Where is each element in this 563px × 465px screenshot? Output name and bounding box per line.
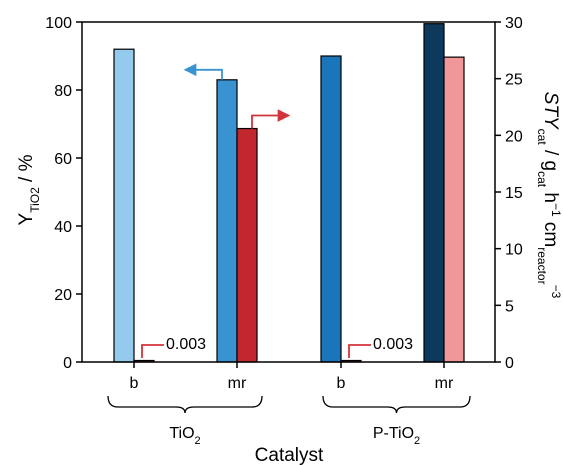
group-bracket-1 — [322, 395, 471, 414]
right-tick-label: 15 — [505, 185, 523, 202]
left-tick-label: 40 — [54, 219, 72, 236]
left-tick-label: 0 — [63, 355, 72, 372]
left-tick-label: 20 — [54, 287, 72, 304]
right-tick-label: 0 — [505, 355, 514, 372]
annotation-leader-0 — [141, 344, 164, 358]
bar-left-b-2 — [320, 55, 342, 363]
group-bracket-0 — [107, 395, 263, 414]
annotation-leader-1 — [348, 344, 371, 358]
left-tick-label: 100 — [45, 15, 72, 32]
y-axis-title-right: STYcat / gcat h−1 cmreactor−3 — [535, 92, 563, 299]
left-tick-label: 60 — [54, 151, 72, 168]
right-tick-label: 20 — [505, 128, 523, 145]
right-axis-indicator-arrow — [251, 109, 291, 129]
right-tick-label: 10 — [505, 242, 523, 259]
y-axis-title-left: YTiO2 / % — [16, 154, 42, 225]
left-tick-label: 80 — [54, 83, 72, 100]
annotation-label-0: 0.003 — [166, 336, 206, 353]
group-label-0: TiO2 — [169, 425, 200, 447]
bar-left-b-0 — [113, 48, 135, 363]
right-tick-label: 5 — [505, 298, 514, 315]
annotation-label-1: 0.003 — [373, 336, 413, 353]
category-label-mr: mr — [228, 375, 247, 392]
bar-right-mr-1 — [236, 127, 258, 363]
left-axis-indicator-arrow — [183, 63, 223, 80]
group-label-1: P-TiO2 — [373, 425, 420, 447]
x-axis-title: Catalyst — [255, 445, 324, 465]
right-tick-label: 30 — [505, 15, 523, 32]
category-label-mr: mr — [435, 375, 454, 392]
category-label-b: b — [337, 375, 346, 392]
bar-left-mr-1 — [216, 79, 238, 363]
bar-right-mr-3 — [443, 56, 465, 363]
right-tick-label: 25 — [505, 72, 523, 89]
bar-left-mr-3 — [423, 23, 445, 363]
category-label-b: b — [130, 375, 139, 392]
